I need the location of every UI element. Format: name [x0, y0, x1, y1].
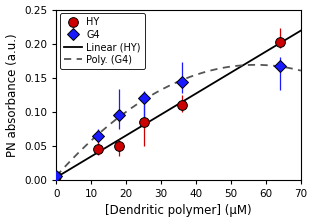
Legend: HY, G4, Linear (HY), Poly. (G4): HY, G4, Linear (HY), Poly. (G4) [60, 13, 145, 68]
X-axis label: [Dendritic polymer] (μM): [Dendritic polymer] (μM) [105, 204, 252, 217]
Y-axis label: PN absorbance (a.u.): PN absorbance (a.u.) [6, 33, 18, 157]
